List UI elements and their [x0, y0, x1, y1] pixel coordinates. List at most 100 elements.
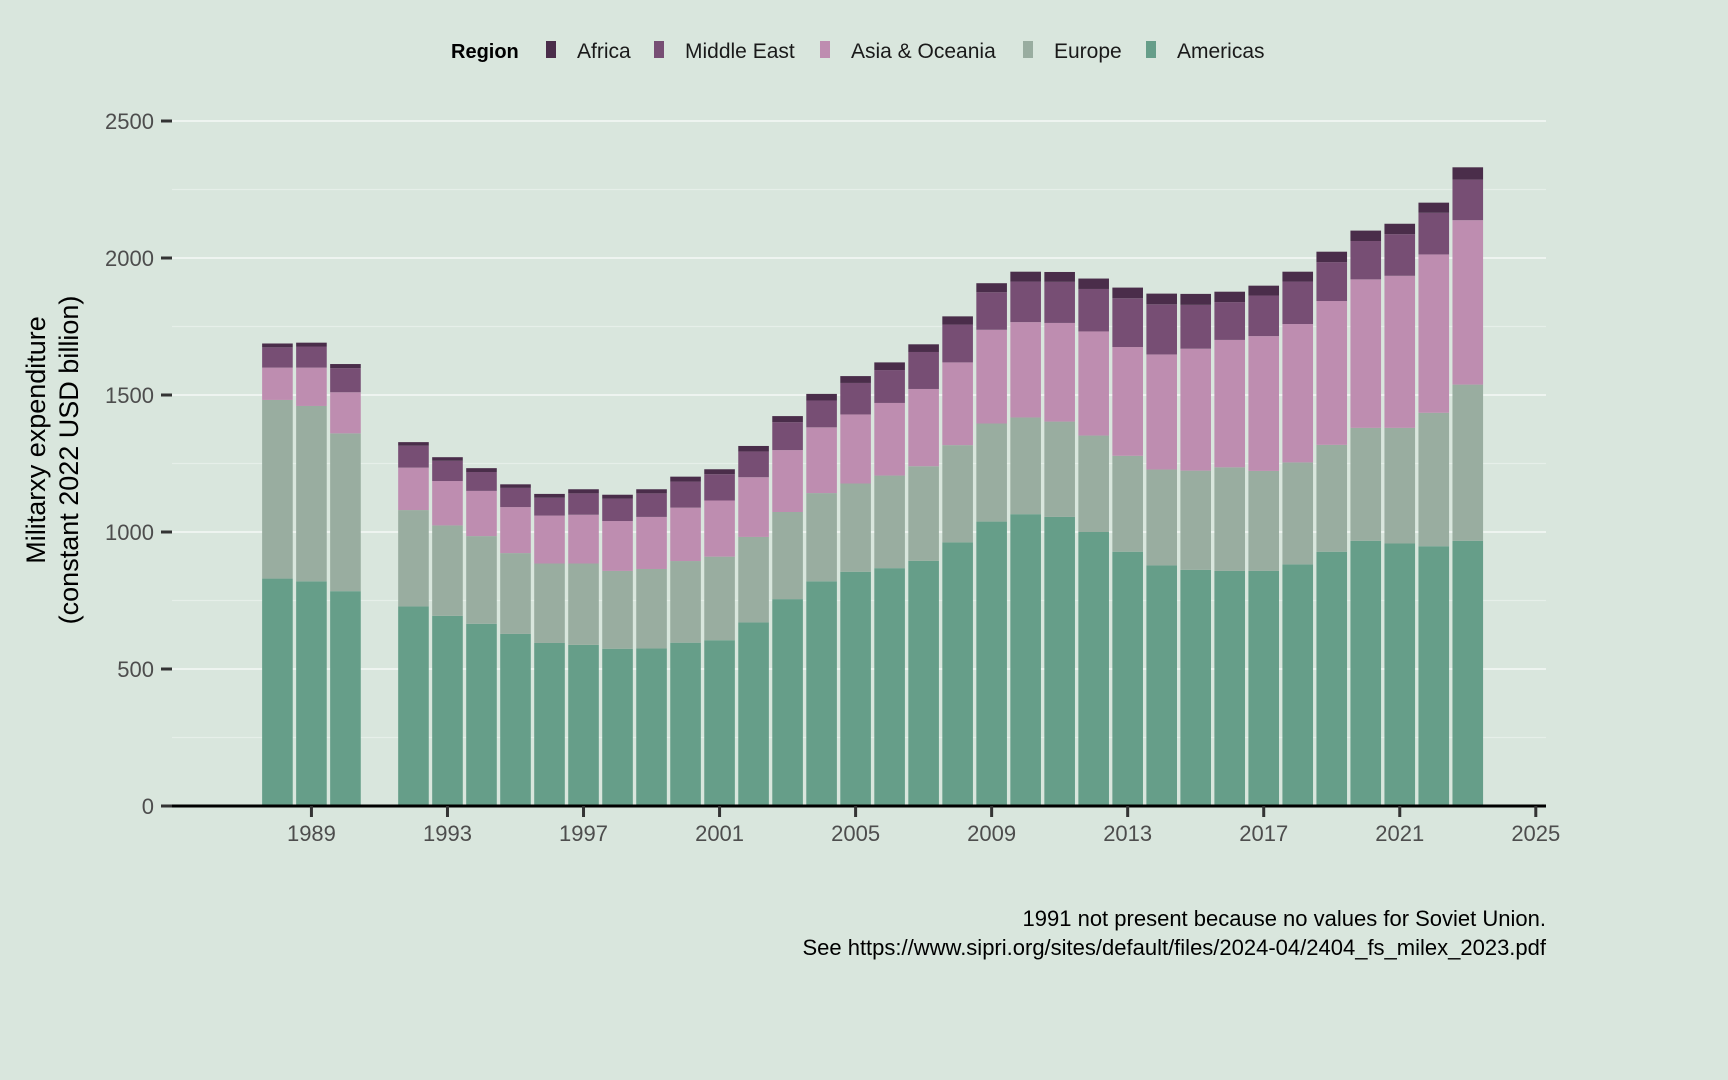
caption-line2: See https://www.sipri.org/sites/default/…: [802, 935, 1546, 960]
bar-africa-2007: [908, 344, 939, 352]
y-tick-label: 1500: [105, 383, 154, 408]
bar-middle-east-1990: [330, 368, 361, 393]
bar-africa-1996: [534, 493, 565, 498]
legend-key-asia-oceania: [820, 41, 830, 58]
legend-label: Middle East: [685, 40, 795, 63]
bar-layer: [262, 167, 1484, 806]
bar-asia-oceania-1999: [636, 516, 667, 569]
bar-europe-1993: [432, 525, 463, 616]
x-tick-label: 1997: [559, 821, 608, 846]
bar-americas-2018: [1282, 564, 1314, 806]
bar-africa-2006: [874, 362, 905, 371]
bar-middle-east-2016: [1214, 302, 1246, 340]
y-tick-label: 0: [142, 794, 154, 819]
bar-americas-2015: [1180, 569, 1212, 806]
bar-europe-2012: [1078, 435, 1109, 532]
bar-europe-1996: [534, 563, 565, 643]
y-tick-label: 500: [117, 657, 154, 682]
bar-asia-oceania-2020: [1350, 279, 1382, 428]
bar-middle-east-2009: [976, 292, 1007, 330]
bar-middle-east-2005: [840, 382, 871, 415]
bar-africa-1994: [466, 468, 497, 472]
bar-middle-east-1989: [296, 346, 327, 368]
bar-middle-east-2022: [1418, 212, 1450, 255]
bar-europe-2010: [1010, 417, 1041, 515]
bar-africa-2022: [1418, 202, 1450, 213]
bar-americas-2005: [840, 571, 871, 806]
bar-europe-1990: [330, 433, 361, 592]
legend-title: Region: [451, 41, 519, 63]
bar-americas-2008: [942, 542, 973, 806]
bar-asia-oceania-1992: [398, 467, 429, 511]
bar-africa-2001: [704, 469, 735, 475]
bar-africa-2021: [1384, 223, 1416, 235]
x-tick-label: 2005: [831, 821, 880, 846]
bar-europe-2004: [806, 493, 837, 582]
x-tick-label: 2017: [1239, 821, 1288, 846]
bar-asia-oceania-2017: [1248, 336, 1280, 471]
bar-africa-2011: [1044, 271, 1075, 282]
bar-americas-2021: [1384, 543, 1416, 806]
y-tick-label: 2000: [105, 246, 154, 271]
bar-asia-oceania-1998: [602, 521, 633, 571]
bar-asia-oceania-2001: [704, 500, 735, 557]
bar-africa-2005: [840, 376, 871, 383]
y-tick-label: 1000: [105, 520, 154, 545]
bar-middle-east-2000: [670, 481, 701, 508]
bar-asia-oceania-2003: [772, 450, 803, 512]
bar-americas-2019: [1316, 551, 1348, 806]
bar-asia-oceania-2019: [1316, 301, 1348, 445]
x-tick-label: 2021: [1375, 821, 1424, 846]
bar-middle-east-2013: [1112, 298, 1143, 348]
bar-asia-oceania-2007: [908, 388, 939, 467]
bar-asia-oceania-2021: [1384, 275, 1416, 428]
bar-africa-2023: [1452, 167, 1484, 180]
bar-asia-oceania-1994: [466, 490, 497, 537]
bar-asia-oceania-2005: [840, 414, 871, 484]
x-tick-label: 2013: [1103, 821, 1152, 846]
bar-americas-2012: [1078, 532, 1109, 806]
bar-middle-east-2021: [1384, 234, 1416, 276]
bar-europe-1995: [500, 553, 531, 634]
y-tick-label: 2500: [105, 109, 154, 134]
bar-africa-2010: [1010, 271, 1041, 282]
bar-middle-east-2011: [1044, 281, 1075, 323]
legend-label: Asia & Oceania: [851, 40, 996, 63]
bar-middle-east-2008: [942, 324, 973, 363]
bar-europe-2019: [1316, 444, 1348, 552]
bar-asia-oceania-2015: [1180, 348, 1212, 471]
bar-americas-2016: [1214, 570, 1246, 806]
bar-asia-oceania-2023: [1452, 220, 1484, 385]
bar-europe-2016: [1214, 467, 1246, 571]
bar-americas-2022: [1418, 546, 1450, 806]
bar-americas-2013: [1112, 551, 1143, 806]
bar-americas-2023: [1452, 540, 1484, 806]
bar-africa-2015: [1180, 293, 1212, 305]
bar-asia-oceania-2018: [1282, 324, 1314, 463]
bar-asia-oceania-2022: [1418, 254, 1450, 413]
bar-americas-2006: [874, 568, 905, 806]
bar-middle-east-1997: [568, 493, 599, 515]
bar-middle-east-2001: [704, 474, 735, 501]
bar-asia-oceania-1989: [296, 367, 327, 406]
bar-americas-1988: [262, 578, 293, 806]
bar-middle-east-2020: [1350, 241, 1382, 280]
bar-middle-east-2019: [1316, 262, 1348, 302]
bar-americas-2011: [1044, 516, 1075, 806]
bar-europe-1988: [262, 399, 293, 579]
bar-americas-1999: [636, 648, 667, 806]
bar-asia-oceania-2002: [738, 477, 769, 537]
legend-key-africa: [546, 41, 556, 58]
bar-americas-2007: [908, 560, 939, 806]
bar-middle-east-2002: [738, 451, 769, 478]
y-axis-label-line1: Militarxy expenditure: [21, 316, 51, 564]
bar-africa-2000: [670, 476, 701, 482]
bar-americas-1992: [398, 606, 429, 806]
x-tick-label: 1993: [423, 821, 472, 846]
bar-europe-2003: [772, 511, 803, 600]
bar-americas-2001: [704, 640, 735, 806]
bar-americas-2020: [1350, 540, 1382, 806]
bar-africa-2003: [772, 416, 803, 423]
bar-americas-1989: [296, 581, 327, 806]
bar-europe-1992: [398, 510, 429, 607]
